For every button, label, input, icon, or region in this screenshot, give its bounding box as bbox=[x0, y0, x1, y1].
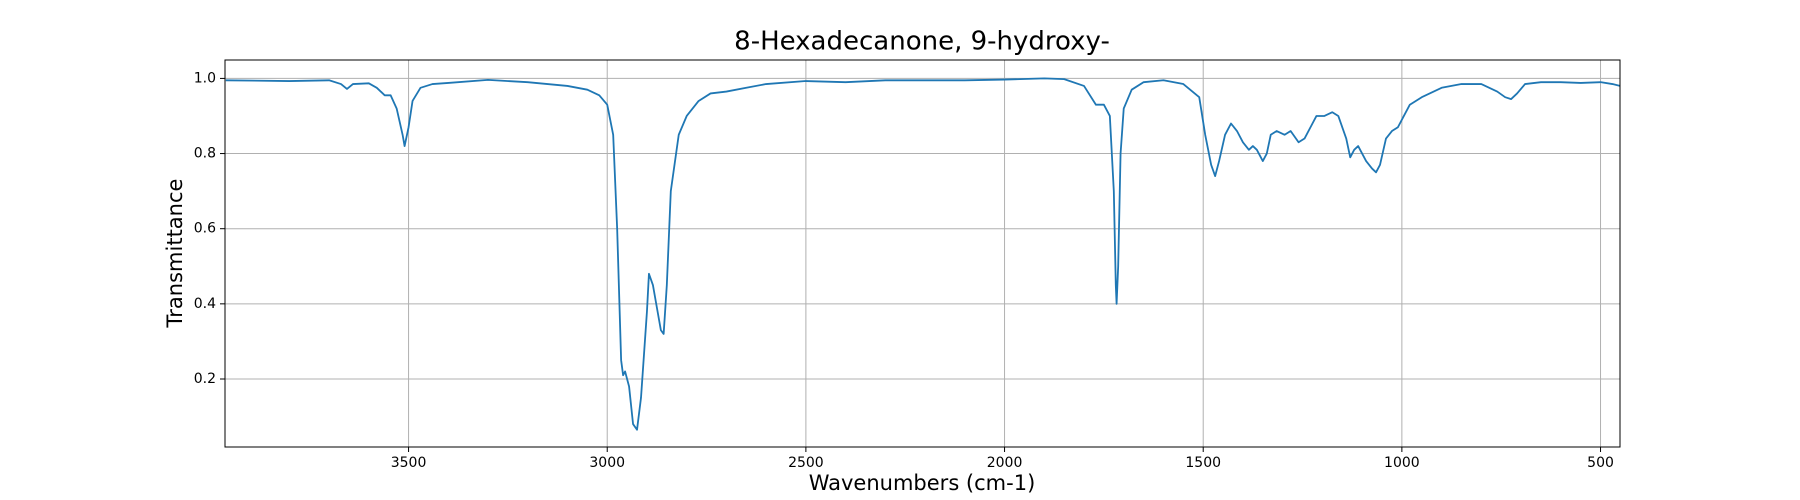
y-tick-label: 0.4 bbox=[194, 296, 216, 312]
x-tick-label: 3000 bbox=[589, 455, 625, 471]
y-tick-label: 0.6 bbox=[194, 221, 216, 237]
y-tick-label: 0.2 bbox=[194, 371, 216, 387]
y-tick-label: 0.8 bbox=[194, 146, 216, 162]
x-tick-label: 2500 bbox=[788, 455, 824, 471]
spectrum-line bbox=[225, 77, 1620, 431]
axes-frame bbox=[224, 59, 1621, 448]
x-axis-label: Wavenumbers (cm-1) bbox=[809, 471, 1036, 495]
x-tick-label: 1500 bbox=[1185, 455, 1221, 471]
plot-area bbox=[225, 77, 1620, 431]
x-tick-label: 1000 bbox=[1384, 455, 1420, 471]
x-tick-label: 2000 bbox=[987, 455, 1023, 471]
x-tick-label: 3500 bbox=[391, 455, 427, 471]
x-tick-label: 500 bbox=[1587, 455, 1614, 471]
chart-title: 8-Hexadecanone, 9-hydroxy- bbox=[734, 27, 1110, 57]
y-tick-label: 1.0 bbox=[194, 70, 216, 86]
grid bbox=[225, 60, 1620, 447]
y-axis-label: Transmittance bbox=[163, 179, 187, 329]
